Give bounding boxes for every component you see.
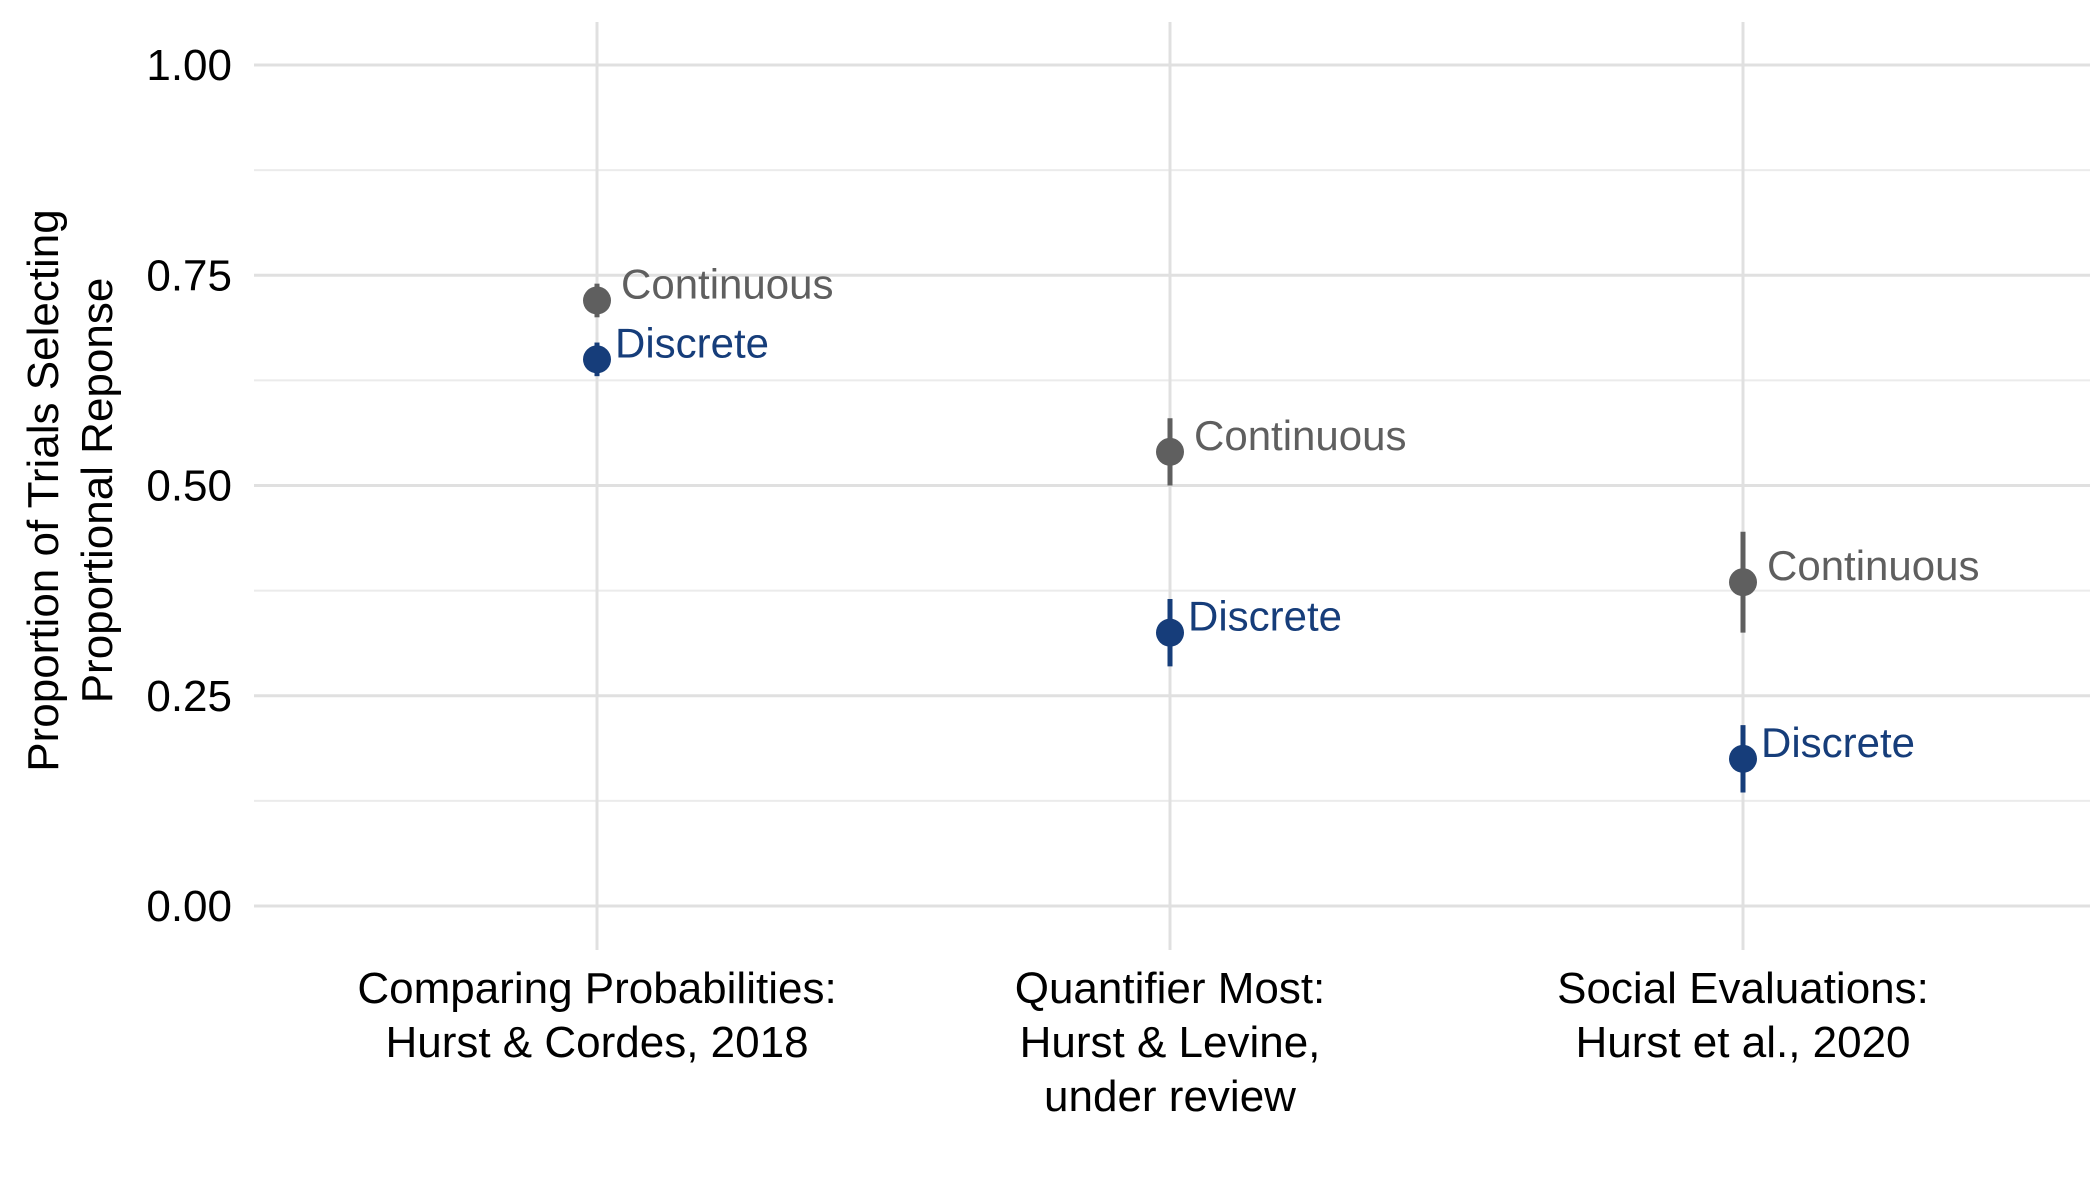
y-axis-title-line: Proportional Reponse bbox=[73, 278, 122, 704]
x-tick-label: Social Evaluations: bbox=[1557, 964, 1929, 1013]
data-point bbox=[1729, 568, 1757, 597]
point-label: Discrete bbox=[1188, 593, 1342, 640]
point-label: Discrete bbox=[1761, 719, 1915, 766]
y-axis: 0.00 0.25 0.50 0.75 1.00 bbox=[146, 41, 232, 931]
y-tick-label: 0.75 bbox=[146, 251, 232, 300]
point-label: Continuous bbox=[1194, 412, 1406, 459]
x-tick-label: Quantifier Most: bbox=[1015, 964, 1326, 1013]
point-label: Discrete bbox=[615, 319, 769, 366]
x-tick-label: under review bbox=[1044, 1072, 1296, 1121]
point-label: Continuous bbox=[1767, 542, 1979, 589]
point-label: Continuous bbox=[621, 260, 833, 307]
data-point bbox=[1156, 618, 1184, 647]
x-tick-label: Hurst & Cordes, 2018 bbox=[385, 1018, 808, 1067]
y-tick-label: 0.50 bbox=[146, 462, 232, 511]
y-axis-title: Proportion of Trials Selecting Proportion… bbox=[19, 209, 122, 772]
data-point bbox=[1729, 744, 1757, 773]
x-axis: Comparing Probabilities: Hurst & Cordes, … bbox=[357, 964, 1929, 1121]
grid-layer bbox=[254, 22, 2090, 950]
y-tick-label: 0.00 bbox=[146, 882, 232, 931]
data-marks: Continuous Continuous Continuous Discrete Di… bbox=[583, 260, 1979, 793]
x-tick-label: Comparing Probabilities: bbox=[357, 964, 836, 1013]
y-axis-title-line: Proportion of Trials Selecting bbox=[19, 209, 68, 772]
x-tick-label: Hurst & Levine, bbox=[1020, 1018, 1321, 1067]
y-tick-label: 1.00 bbox=[146, 41, 232, 90]
x-tick-label: Hurst et al., 2020 bbox=[1575, 1018, 1910, 1067]
data-point bbox=[1156, 437, 1184, 466]
y-tick-label: 0.25 bbox=[146, 672, 232, 721]
data-point bbox=[583, 345, 611, 374]
data-point bbox=[583, 286, 611, 315]
